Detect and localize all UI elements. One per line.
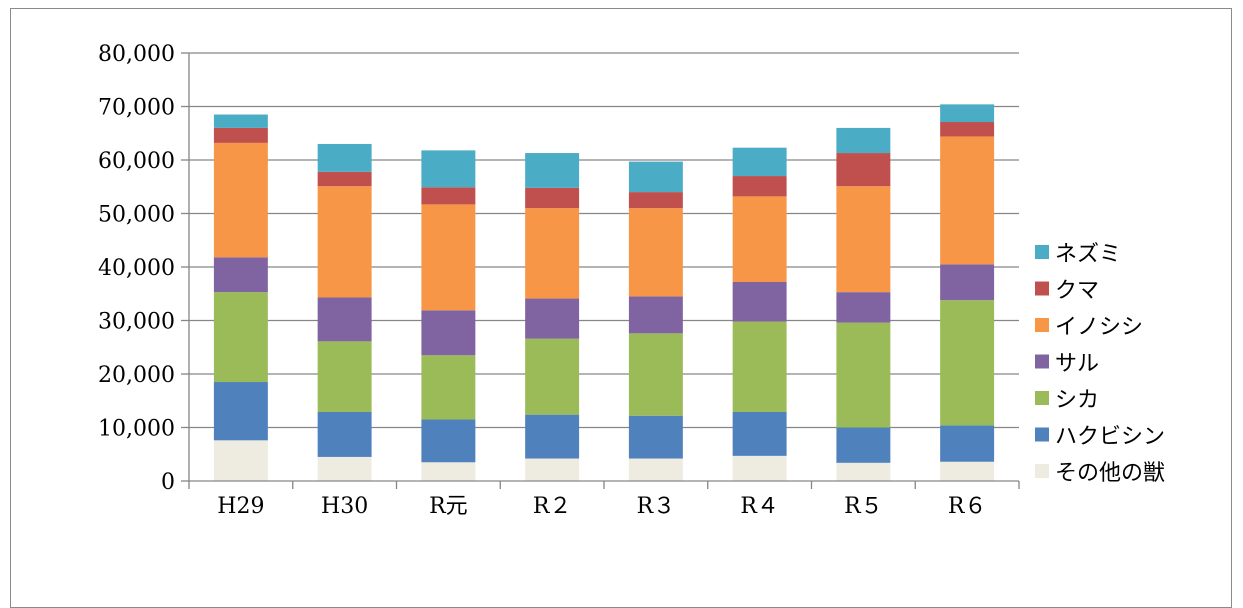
bar-segment: [213, 114, 268, 128]
bar-segment: [940, 104, 995, 123]
legend-swatch: [1035, 464, 1049, 478]
y-tick-label: 30,000: [98, 310, 175, 335]
bar-segment: [525, 414, 580, 459]
chart-frame: 0 10,000 20,000 30,000 40,000 50,000 60,000 70,…: [10, 8, 1232, 608]
bar-segment: [525, 298, 580, 339]
bar-segment: [836, 186, 891, 293]
bar-segment: [836, 462, 891, 481]
bar-segment: [628, 192, 683, 209]
x-tick-label: H29: [217, 494, 264, 519]
bar-segment: [525, 153, 580, 188]
legend-swatch: [1035, 281, 1049, 296]
x-tick-label: R３: [637, 494, 676, 519]
bar-segment: [317, 341, 372, 412]
bar-segment: [732, 176, 787, 197]
bar-segment: [940, 122, 995, 137]
bar-segment: [940, 461, 995, 481]
bar-segment: [732, 147, 787, 177]
legend-swatch: [1035, 354, 1049, 369]
bar-segment: [317, 186, 372, 298]
y-tick-label: 60,000: [98, 149, 175, 174]
bar-segment: [421, 150, 476, 188]
bar-segment: [421, 310, 476, 356]
x-axis-ticks: H29 H30 R元 R２ R３ R４ R５ R６: [188, 481, 1020, 519]
stacked-bar-chart: 0 10,000 20,000 30,000 40,000 50,000 60,000 70,…: [98, 42, 1165, 519]
bar-segment: [628, 458, 683, 481]
bar-segment: [940, 264, 995, 301]
axes: [188, 53, 1019, 482]
bar-segment: [628, 296, 683, 334]
x-tick-label: R元: [429, 494, 468, 519]
legend-label: その他の獣: [1055, 461, 1165, 486]
y-tick-label: 70,000: [98, 96, 175, 121]
legend-swatch: [1035, 427, 1049, 442]
bar-segment: [213, 142, 268, 258]
bar-segment: [940, 425, 995, 462]
bar-segment: [317, 143, 372, 172]
legend-swatch: [1035, 245, 1049, 259]
bar-segment: [213, 440, 268, 481]
y-axis-ticks: 0 10,000 20,000 30,000 40,000 50,000 60,000 70,…: [98, 42, 189, 495]
bar-segment: [421, 355, 476, 420]
bar-segment: [836, 427, 891, 463]
y-tick-label: 20,000: [98, 363, 175, 388]
bar-segment: [732, 411, 787, 456]
legend-label: イノシシ: [1055, 315, 1143, 340]
bar-segment: [317, 297, 372, 342]
bar-segment: [525, 338, 580, 415]
y-tick-label: 10,000: [98, 417, 175, 442]
bar-segment: [628, 415, 683, 459]
bar-segment: [213, 382, 268, 441]
y-tick-label: 40,000: [98, 256, 175, 281]
legend-label: クマ: [1055, 279, 1099, 304]
bar-segment: [525, 187, 580, 209]
legend-label: ハクビシン: [1055, 425, 1165, 450]
x-tick-label: R２: [533, 494, 572, 519]
bar-segment: [628, 333, 683, 416]
bar-segment: [836, 322, 891, 428]
legend-label: シカ: [1055, 388, 1099, 413]
bar-segment: [421, 204, 476, 311]
bar-segment: [525, 458, 580, 481]
bar-segment: [421, 462, 476, 481]
x-tick-label: R６: [948, 494, 987, 519]
bar-segment: [940, 300, 995, 426]
bar-segment: [421, 419, 476, 463]
bars: [213, 104, 995, 481]
y-tick-label: 80,000: [98, 42, 175, 67]
legend-label: サル: [1055, 352, 1099, 377]
bar-segment: [940, 136, 995, 265]
bar-segment: [732, 455, 787, 481]
gridlines: [189, 52, 1019, 429]
bar-segment: [213, 127, 268, 143]
x-tick-label: R５: [844, 494, 883, 519]
legend-swatch: [1035, 318, 1049, 332]
bar-segment: [213, 257, 268, 293]
bar-segment: [836, 153, 891, 187]
bar-segment: [421, 187, 476, 205]
bar-segment: [836, 292, 891, 323]
bar-segment: [317, 456, 372, 481]
y-tick-label: 0: [161, 470, 175, 495]
bar-segment: [525, 208, 580, 299]
bar-segment: [628, 161, 683, 193]
bar-segment: [628, 208, 683, 297]
bar-segment: [732, 281, 787, 322]
bar-segment: [317, 411, 372, 457]
bar-segment: [732, 196, 787, 282]
y-tick-label: 50,000: [98, 203, 175, 228]
x-tick-label: H30: [321, 494, 368, 519]
bar-segment: [836, 127, 891, 154]
x-tick-label: R４: [740, 494, 779, 519]
legend-label: ネズミ: [1055, 242, 1121, 267]
bar-segment: [317, 171, 372, 187]
bar-segment: [213, 292, 268, 383]
bar-segment: [732, 321, 787, 412]
legend-swatch: [1035, 391, 1049, 405]
